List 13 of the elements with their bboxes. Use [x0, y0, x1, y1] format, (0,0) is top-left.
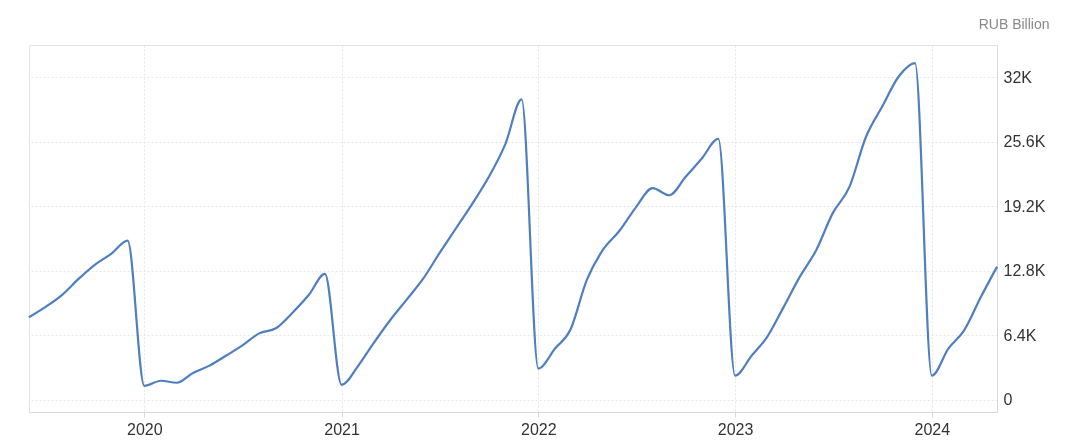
x-tick-label: 2022 [521, 420, 557, 438]
y-axis-title: RUB Billion [978, 15, 1050, 32]
x-tick-label: 2024 [914, 420, 951, 438]
line-series [27, 62, 999, 387]
y-tick-label: 32K [1003, 68, 1033, 86]
y-tick-label: 12.8K [1003, 262, 1046, 280]
x-tick-label: 2023 [717, 420, 754, 438]
x-tick-label: 2020 [127, 420, 163, 438]
x-tick-label: 2021 [324, 420, 360, 438]
y-tick-label: 25.6K [1003, 133, 1046, 151]
y-tick-label: 6.4K [1003, 326, 1037, 344]
y-tick-label: 0 [1003, 391, 1013, 409]
y-tick-label: 19.2K [1003, 197, 1046, 215]
